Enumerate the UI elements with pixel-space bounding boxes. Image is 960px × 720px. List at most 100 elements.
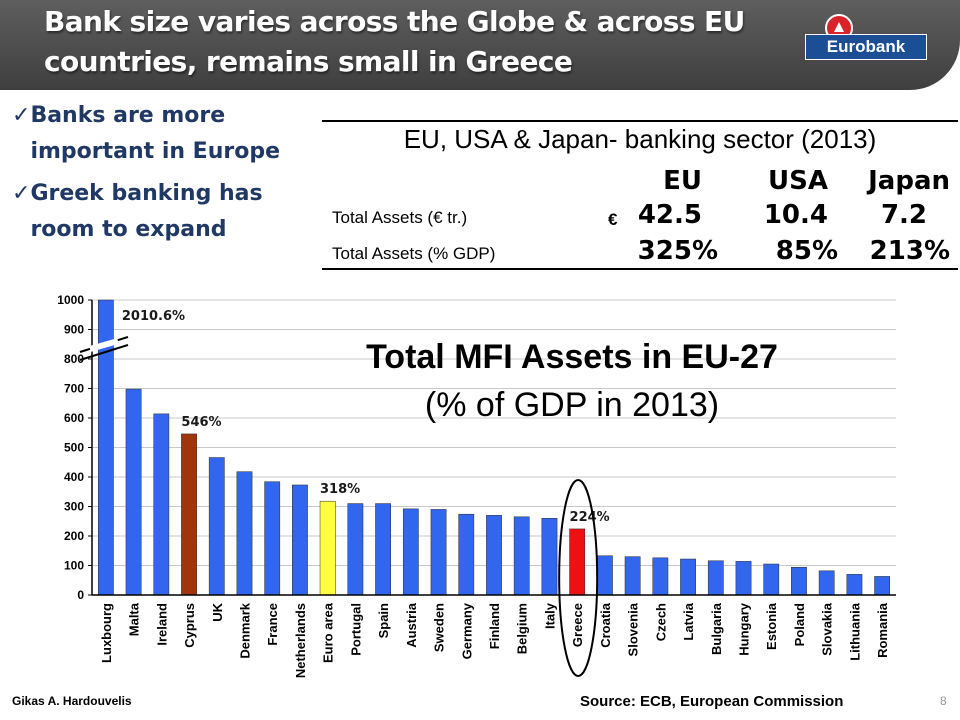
bullet-item: ✓ Greek banking has room to expand: [12, 176, 312, 248]
bullet-text: Greek banking has room to expand: [30, 181, 263, 242]
page-number: 8: [940, 694, 947, 708]
author-credit: Gikas A. Hardouvelis: [12, 694, 132, 708]
source-note: Source: ECB, European Commission: [580, 693, 844, 710]
x-tick-label: Belgium: [515, 603, 530, 654]
y-tick-label: 600: [64, 411, 84, 425]
banking-sector-table: EU, USA & Japan- banking sector (2013) E…: [322, 120, 958, 270]
bar-spain: [375, 503, 391, 596]
x-tick-label: Latvia: [681, 602, 696, 640]
row-label-total-assets-gdp: Total Assets (% GDP): [332, 244, 496, 263]
y-tick-label: 700: [64, 382, 84, 396]
currency-symbol: €: [608, 210, 618, 229]
checkmark-icon: ✓: [12, 103, 31, 128]
bar-portugal: [347, 503, 364, 596]
data-label: 546%: [181, 415, 221, 430]
bar-croatia: [597, 555, 613, 596]
bullet-list: ✓ Banks are more important in Europe ✓ G…: [12, 98, 312, 254]
y-tick-label: 900: [64, 323, 84, 337]
chart-title: Total MFI Assets in EU-27: [366, 338, 778, 376]
bar-lithuania: [846, 574, 863, 596]
column-header-japan: Japan: [868, 166, 950, 196]
bar-latvia: [680, 558, 696, 596]
column-header-usa: USA: [768, 166, 828, 196]
x-tick-label: UK: [210, 602, 225, 621]
bar-estonia: [763, 563, 780, 596]
x-tick-label: Italy: [542, 602, 557, 629]
x-tick-label: France: [265, 603, 280, 646]
bar-finland: [486, 515, 502, 596]
y-tick-label: 0: [77, 588, 84, 602]
greece-highlight-ellipse: [558, 479, 599, 677]
bar-france: [264, 481, 281, 596]
axis-break-mark: [79, 344, 129, 361]
title-bar: Bank size varies across the Globe & acro…: [0, 0, 960, 90]
value-usa-gdp: 85%: [775, 236, 838, 266]
bar-netherlands: [292, 484, 308, 596]
mfi-assets-chart: 0 100 200 300 400 500 600 700 800 900 1000 Luxbour…: [57, 293, 896, 678]
axis-break-gap: [89, 338, 119, 352]
bar-ireland: [153, 413, 170, 596]
value-eu-gdp: 325%: [637, 236, 718, 266]
value-japan-assets: 7.2: [880, 200, 927, 230]
data-label: 224%: [570, 510, 610, 525]
value-eu-assets: 42.5: [637, 200, 702, 230]
table-title: EU, USA & Japan- banking sector (2013): [403, 124, 877, 154]
bar-hungary: [735, 561, 752, 596]
x-tick-label: Bulgaria: [709, 602, 724, 655]
y-tick-label: 500: [64, 441, 84, 455]
chart-subtitle: (% of GDP in 2013): [425, 386, 719, 424]
checkmark-icon: ✓: [12, 181, 31, 206]
data-label: 318%: [320, 482, 360, 497]
x-tick-label: Greece: [570, 603, 585, 647]
bar-greece: [569, 528, 586, 596]
bar-belgium: [513, 516, 530, 596]
x-tick-label: Slovakia: [820, 602, 835, 656]
x-tick-label: Ireland: [154, 603, 169, 646]
x-tick-label: Estonia: [764, 602, 779, 650]
x-tick-label: Euro area: [321, 602, 336, 663]
bullet-item: ✓ Banks are more important in Europe: [12, 98, 312, 170]
data-label: 2010.6%: [122, 309, 185, 324]
bar-denmark: [236, 471, 253, 596]
table-bottom-rule: [322, 268, 958, 270]
bar-italy: [541, 518, 558, 596]
y-tick-label: 100: [64, 559, 84, 573]
bar-slovenia: [624, 556, 641, 596]
x-tick-label: Austria: [404, 602, 419, 648]
x-tick-label: Czech: [653, 603, 668, 641]
x-tick-label: Germany: [459, 602, 474, 659]
x-tick-label: Sweden: [432, 603, 447, 652]
x-tick-label: Luxbourg: [99, 603, 114, 663]
bullet-text: Banks are more important in Europe: [30, 103, 280, 164]
x-tick-label: Malta: [127, 602, 142, 636]
bar-bulgaria: [707, 560, 724, 596]
x-tick-label: Denmark: [237, 602, 252, 658]
x-tick-label: Finland: [487, 603, 502, 649]
bar-slovakia: [818, 570, 835, 596]
bar-sweden: [430, 509, 447, 596]
y-tick-label: 200: [64, 529, 84, 543]
bar-poland: [791, 567, 807, 596]
y-tick-label: 800: [64, 352, 84, 366]
x-tick-label: Portugal: [348, 603, 363, 656]
x-tick-label: Cyprus: [182, 603, 197, 648]
value-usa-assets: 10.4: [763, 200, 828, 230]
value-japan-gdp: 213%: [869, 236, 950, 266]
eurobank-logo-text: Eurobank: [805, 34, 927, 60]
bar-germany: [458, 513, 475, 596]
x-tick-label: Slovenia: [626, 602, 641, 656]
eurobank-logo: Eurobank: [805, 14, 927, 60]
x-tick-label: Spain: [376, 603, 391, 638]
bar-czech: [652, 557, 669, 596]
bar-cyprus: [181, 433, 197, 596]
y-tick-label: 1000: [57, 293, 84, 307]
row-label-total-assets-eur: Total Assets (€ tr.): [332, 208, 468, 227]
x-tick-label: Netherlands: [293, 603, 308, 678]
y-tick-label: 400: [64, 470, 84, 484]
annotation-background: [117, 306, 192, 326]
bar-euro-area: [319, 500, 336, 596]
bar-romania: [874, 576, 891, 596]
column-header-eu: EU: [663, 166, 702, 196]
table-top-rule: [322, 120, 958, 122]
x-tick-label: Romania: [875, 602, 890, 658]
